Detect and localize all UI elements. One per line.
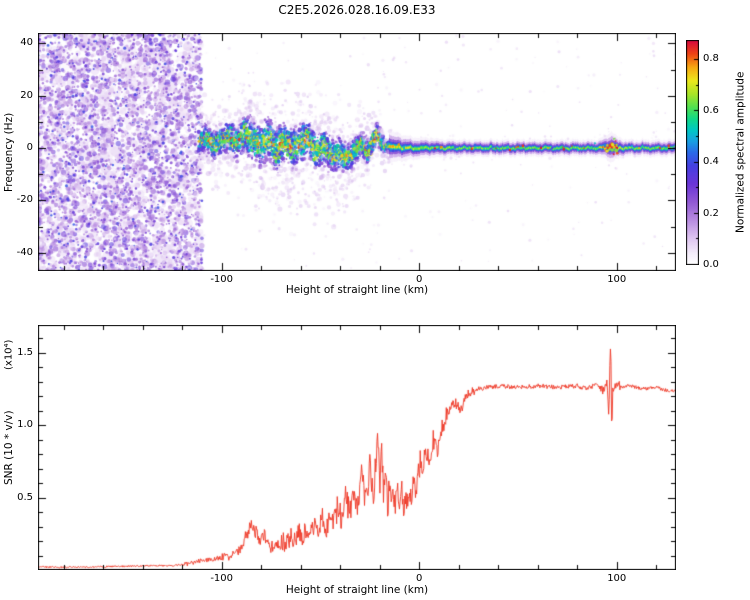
snr-x-tick-label: 0 — [416, 573, 423, 584]
spectrogram-x-tick-label: 100 — [607, 274, 627, 285]
spectrogram-y-tick-label: 20 — [20, 89, 33, 101]
spectrogram-canvas — [38, 33, 676, 271]
snr-canvas — [38, 325, 676, 570]
snr-x-tick-label: -100 — [210, 573, 234, 584]
spectrogram-y-tick-label: 40 — [20, 37, 33, 49]
snr-x-tick-label: 100 — [607, 573, 627, 584]
colorbar-tick-label: 0.2 — [703, 207, 719, 219]
colorbar-tick-label: 0.4 — [703, 156, 719, 168]
snr-y-tick-label: 1.0 — [17, 419, 33, 431]
colorbar-tick-label: 0.6 — [703, 104, 719, 116]
figure-title: C2E5.2026.028.16.09.E33 — [278, 3, 436, 17]
colorbar-tick-label: 0.8 — [703, 53, 719, 65]
spectrogram-x-tick-label: -100 — [210, 274, 234, 285]
colorbar-label: Normalized spectral amplitude — [734, 71, 747, 234]
spectrogram-y-tick-label: -40 — [16, 246, 33, 258]
colorbar-tick-label: 0.0 — [703, 259, 719, 270]
snr-y-tick-label: 0.5 — [17, 491, 33, 503]
spectrogram-y-tick-label: -20 — [16, 194, 33, 206]
snr-xaxis-label: Height of straight line (km) — [285, 584, 429, 596]
spectrogram-xaxis-label: Height of straight line (km) — [285, 284, 429, 296]
spectrogram-y-tick-label: 0 — [26, 142, 33, 154]
snr-y-tick-label: 1.5 — [17, 346, 33, 358]
spectrogram-x-tick-label: 0 — [416, 274, 423, 285]
colorbar-canvas — [686, 40, 699, 265]
